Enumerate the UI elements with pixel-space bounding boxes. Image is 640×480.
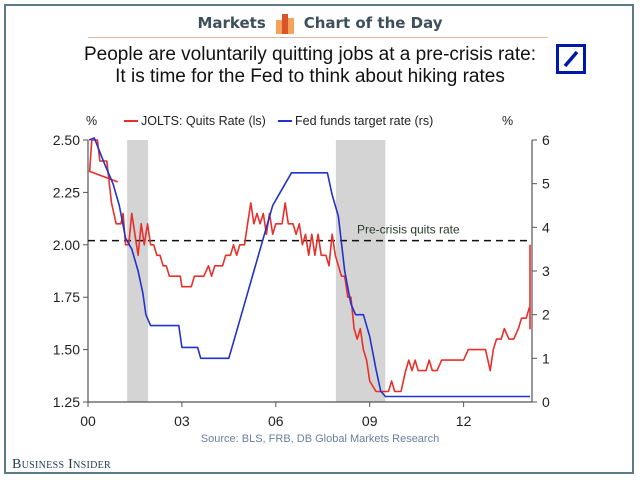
recession-band	[335, 140, 386, 402]
quits-rate-line	[88, 139, 531, 393]
header-divider	[88, 37, 548, 38]
chart-title-line-2: It is time for the Fed to think about hi…	[115, 66, 505, 87]
legend-item-fed: Fed funds target rate (rs)	[278, 114, 433, 128]
fed-funds-rate-line	[88, 137, 530, 398]
legend-label-fed: Fed funds target rate (rs)	[295, 114, 434, 128]
legend-swatch-quits	[124, 120, 138, 122]
right-y-tick-label: 1	[542, 350, 550, 366]
x-tick-label: 09	[362, 413, 378, 429]
x-tick-label: 06	[268, 413, 284, 429]
right-y-tick-label: 4	[542, 219, 550, 235]
right-y-tick-label: 5	[542, 176, 550, 192]
chart-source: Source: BLS, FRB, DB Global Markets Rese…	[200, 433, 440, 445]
business-insider-logo: Business Insider	[12, 457, 111, 472]
chart-title-line-1: People are voluntarily quitting jobs at …	[83, 44, 536, 65]
x-tick-label: 03	[174, 413, 190, 429]
right-y-tick-label: 2	[542, 307, 550, 323]
left-y-tick-label: 1.75	[53, 289, 80, 305]
bar-chart-icon	[275, 14, 294, 34]
left-axis-unit-label: %	[86, 114, 98, 128]
chart-title: People are voluntarily quitting jobs at …	[40, 44, 580, 88]
right-y-tick-label: 6	[542, 132, 550, 148]
left-y-tick-label: 1.25	[53, 394, 80, 410]
x-tick-label: 12	[456, 413, 472, 429]
legend-label-quits: JOLTS: Quits Rate (ls)	[141, 114, 266, 128]
left-y-tick-label: 2.25	[53, 184, 80, 200]
deutsche-bank-logo	[556, 44, 586, 74]
legend-swatch-fed	[278, 120, 292, 122]
x-tick-label: 00	[80, 413, 96, 429]
right-y-tick-label: 3	[542, 263, 550, 279]
left-y-tick-label: 1.50	[53, 342, 80, 358]
header-markets-label: Markets	[197, 14, 266, 32]
left-y-tick-label: 2.50	[53, 132, 80, 148]
deutsche-bank-slash-icon	[563, 50, 579, 68]
left-y-tick-label: 2.00	[53, 237, 80, 253]
chart-of-the-day-header: Markets Chart of the Day	[0, 8, 640, 38]
pre-crisis-reference-label: Pre-crisis quits rate	[357, 223, 460, 237]
right-y-tick-label: 0	[542, 394, 550, 410]
right-axis-unit-label: %	[502, 114, 514, 128]
header-chart-of-the-day-label: Chart of the Day	[303, 14, 443, 32]
legend-item-quits: JOLTS: Quits Rate (ls)	[124, 114, 266, 128]
